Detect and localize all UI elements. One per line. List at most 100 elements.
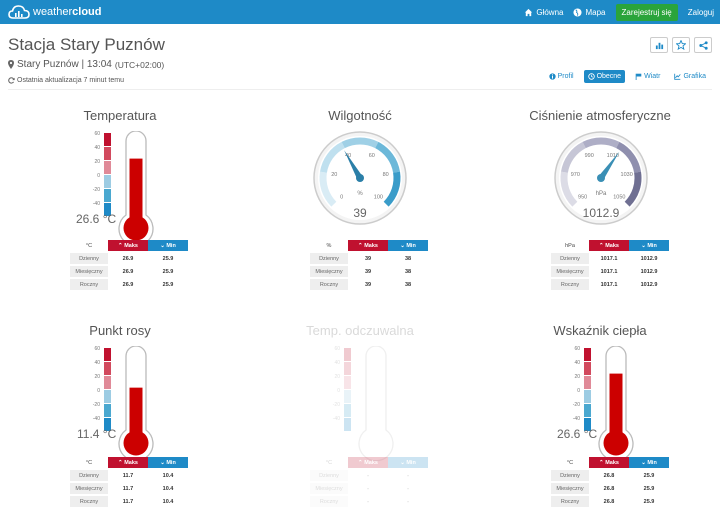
scale-band — [104, 418, 111, 431]
max-header: ⌃ Maks — [108, 457, 148, 468]
scale-band — [104, 376, 111, 389]
max-value: - — [367, 485, 369, 492]
gauge-arc — [375, 141, 401, 173]
gauge-scale-label: 1010 — [607, 153, 619, 159]
scale-band — [584, 362, 591, 375]
gauge-arc — [560, 171, 578, 207]
period-label: Roczny — [551, 279, 589, 290]
pressure-current-value: 1012.9 — [582, 206, 620, 220]
scale-band — [584, 404, 591, 417]
max-value: 11.7 — [122, 472, 134, 479]
heat_index-scale-label: 20 — [574, 374, 580, 380]
tab-graphics[interactable]: Grafika — [670, 70, 710, 83]
heat_index-scale-label: -40 — [572, 416, 580, 422]
min-header-label: Min — [647, 459, 657, 466]
gauge-unit: % — [357, 191, 363, 197]
favorite-button[interactable] — [672, 37, 690, 53]
gauge-arc — [560, 141, 586, 173]
feels_like-title: Temp. odczuwalna — [306, 323, 414, 338]
share-icon — [698, 40, 708, 50]
max-header-label: Maks — [605, 242, 619, 249]
max-value: 11.7 — [122, 498, 134, 505]
min-header: ⌄ Min — [629, 457, 669, 468]
share-button[interactable] — [694, 37, 712, 53]
min-value: 25.9 — [643, 472, 655, 479]
chevron-down-icon: ⌄ — [641, 459, 648, 466]
min-value: 10.4 — [162, 472, 174, 479]
min-value: 38 — [404, 268, 412, 275]
register-label: Zarejestruj się — [621, 7, 672, 17]
tab-profile[interactable]: Profil — [545, 70, 578, 83]
home-icon — [525, 8, 533, 16]
period-label: Dzienny — [551, 470, 589, 481]
nav-home[interactable]: Główna — [524, 8, 563, 17]
table-row: Miesięczny 11.7 10.4 — [70, 483, 188, 494]
table-row: Miesięczny 39 38 — [310, 266, 428, 277]
gauge-arc — [319, 171, 337, 207]
min-value: 1012.9 — [640, 281, 658, 288]
info-icon — [548, 73, 556, 80]
period-label: Dzienny — [310, 470, 348, 481]
gauge-arc — [582, 137, 620, 149]
table-row: Dzienny 39 38 — [310, 253, 428, 264]
period-label: Miesięczny — [310, 266, 348, 277]
period-label: Dzienny — [70, 470, 108, 481]
weathercloud-logo[interactable]: weather cloud — [8, 3, 101, 21]
max-header-label: Maks — [124, 242, 138, 249]
register-button[interactable]: Zarejestruj się — [615, 3, 678, 21]
scale-band — [104, 175, 111, 188]
last-update-text: Ostatnia aktualizacja 7 minut temu — [17, 77, 124, 84]
scale-band — [584, 348, 591, 361]
thermometer-bulb — [603, 430, 629, 456]
cloud-icon — [8, 5, 30, 19]
tab-current[interactable]: Obecne — [583, 70, 626, 83]
page-title: Stacja Stary Puznów — [8, 35, 165, 54]
station-location: Stary Puznów | 13:04 (UTC+02:00) — [8, 59, 164, 70]
max-value: 39 — [364, 255, 372, 262]
table-row: Roczny 26.8 25.9 — [551, 496, 669, 507]
period-label: Roczny — [551, 496, 589, 507]
table-header-row: °C ⌃ Maks ⌄ Min — [70, 457, 188, 468]
scale-band — [104, 404, 111, 417]
max-value: 26.8 — [603, 498, 615, 505]
feels_like-scale-label: 20 — [334, 374, 340, 380]
max-value: 1017.1 — [600, 281, 618, 288]
min-value: 10.4 — [162, 498, 174, 505]
pressure-records-table: hPa ⌃ Maks ⌄ Min Dzienny 1017.1 1012.9 M… — [551, 238, 669, 292]
feels_like-scale-label: -40 — [332, 416, 340, 422]
table-header-row: % ⌃ Maks ⌄ Min — [310, 240, 428, 251]
min-value: - — [407, 498, 409, 505]
gauge-scale-label: 20 — [331, 172, 337, 178]
gauge-arc — [383, 171, 401, 207]
max-value: 26.8 — [603, 485, 615, 492]
scale-band — [344, 376, 351, 389]
dewpoint-current-value: 11.4 °C — [77, 427, 117, 441]
refresh-icon — [8, 77, 15, 84]
temperature-scale-label: 0 — [97, 173, 100, 179]
scale-band — [344, 362, 351, 375]
max-value: 39 — [364, 268, 372, 275]
nav-map[interactable]: Mapa — [573, 8, 606, 17]
stats-button[interactable] — [650, 37, 668, 53]
tab-wind[interactable]: Wiatr — [631, 70, 664, 83]
scale-band — [104, 161, 111, 174]
min-value: - — [407, 485, 409, 492]
dewpoint-scale-label: -40 — [92, 416, 100, 422]
feels_like-scale-label: 0 — [337, 388, 340, 394]
thermometer-fill — [609, 373, 623, 436]
temperature-scale-label: -20 — [92, 187, 100, 193]
scale-band — [344, 418, 351, 431]
max-value: 26.9 — [122, 255, 134, 262]
unit-label: °C — [325, 459, 333, 466]
map-marker-icon — [8, 60, 14, 69]
max-value: - — [367, 498, 369, 505]
max-value: 26.8 — [603, 472, 615, 479]
table-row: Dzienny 26.9 25.9 — [70, 253, 188, 264]
star-icon — [676, 40, 686, 50]
table-row: Dzienny 1017.1 1012.9 — [551, 253, 669, 264]
max-header: ⌃ Maks — [108, 240, 148, 251]
login-link[interactable]: Zaloguj — [688, 8, 714, 17]
table-row: Miesięczny - - — [310, 483, 428, 494]
scale-band — [104, 133, 111, 146]
tab-graphics-label: Grafika — [683, 73, 706, 80]
